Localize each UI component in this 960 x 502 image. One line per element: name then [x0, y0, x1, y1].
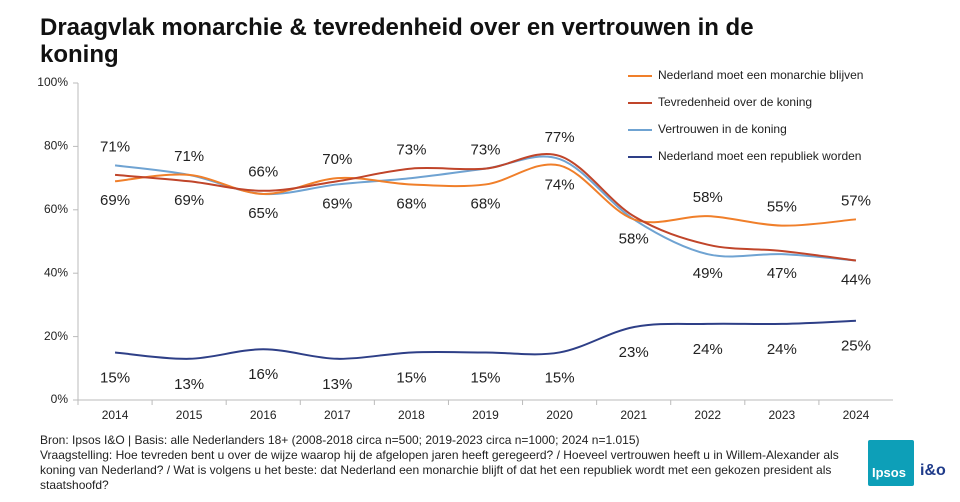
x-tick-label: 2020 [546, 408, 573, 422]
x-tick-label: 2016 [250, 408, 277, 422]
data-label: 24% [693, 341, 723, 358]
legend-label: Nederland moet een republiek worden [658, 149, 861, 163]
data-label: 69% [174, 192, 204, 209]
x-tick-label: 2015 [176, 408, 203, 422]
x-tick-label: 2018 [398, 408, 425, 422]
logo-partner: i&o [920, 462, 946, 479]
legend-label: Tevredenheid over de koning [658, 95, 812, 109]
x-tick-label: 2021 [620, 408, 647, 422]
x-tick-label: 2017 [324, 408, 351, 422]
y-tick-label: 60% [44, 202, 68, 216]
legend-label: Nederland moet een monarchie blijven [658, 68, 863, 82]
logo-text: Ipsos [872, 465, 906, 480]
data-label: 57% [841, 192, 871, 209]
data-label: 58% [619, 230, 649, 247]
x-tick-label: 2019 [472, 408, 499, 422]
y-tick-label: 100% [37, 75, 68, 89]
x-tick-label: 2022 [694, 408, 721, 422]
series-line [114, 319, 856, 360]
data-label: 16% [248, 366, 278, 383]
data-label: 69% [100, 192, 130, 209]
data-label: 15% [100, 369, 130, 386]
series-line [114, 152, 857, 262]
data-label: 71% [174, 148, 204, 165]
y-tick-label: 20% [44, 329, 68, 343]
data-label: 13% [174, 376, 204, 393]
data-label: 70% [322, 151, 352, 168]
data-label: 65% [248, 205, 278, 222]
y-tick-label: 40% [44, 265, 68, 279]
x-tick-label: 2014 [102, 408, 129, 422]
data-label: 23% [619, 344, 649, 361]
data-label: 66% [248, 164, 278, 181]
data-label: 69% [322, 195, 352, 212]
data-label: 47% [767, 265, 797, 282]
source-note: Bron: Ipsos I&O | Basis: alle Nederlande… [40, 433, 640, 447]
data-label: 15% [470, 369, 500, 386]
data-label: 71% [100, 138, 130, 155]
series-line [114, 163, 857, 227]
data-label: 74% [545, 176, 575, 193]
data-label: 73% [396, 142, 426, 159]
legend-label: Vertrouwen in de koning [658, 122, 787, 136]
x-tick-label: 2023 [769, 408, 796, 422]
data-label: 15% [396, 369, 426, 386]
data-label: 73% [470, 142, 500, 159]
footer: Bron: Ipsos I&O | Basis: alle Nederlande… [40, 433, 860, 493]
data-label: 58% [693, 189, 723, 206]
y-tick-label: 0% [51, 392, 69, 406]
x-tick-label: 2024 [843, 408, 870, 422]
data-label: 44% [841, 271, 871, 288]
data-label: 25% [841, 338, 871, 355]
data-label: 24% [767, 341, 797, 358]
data-label: 49% [693, 265, 723, 282]
data-label: 68% [470, 195, 500, 212]
question-note: Vraagstelling: Hoe tevreden bent u over … [40, 448, 839, 492]
data-label: 15% [545, 369, 575, 386]
y-tick-label: 80% [44, 139, 68, 153]
data-label: 77% [545, 129, 575, 146]
chart-title: Draagvlak monarchie & tevredenheid over … [40, 14, 754, 68]
data-label: 68% [396, 195, 426, 212]
data-label: 13% [322, 376, 352, 393]
logo: Ipsos [868, 440, 914, 486]
data-label: 55% [767, 199, 797, 216]
